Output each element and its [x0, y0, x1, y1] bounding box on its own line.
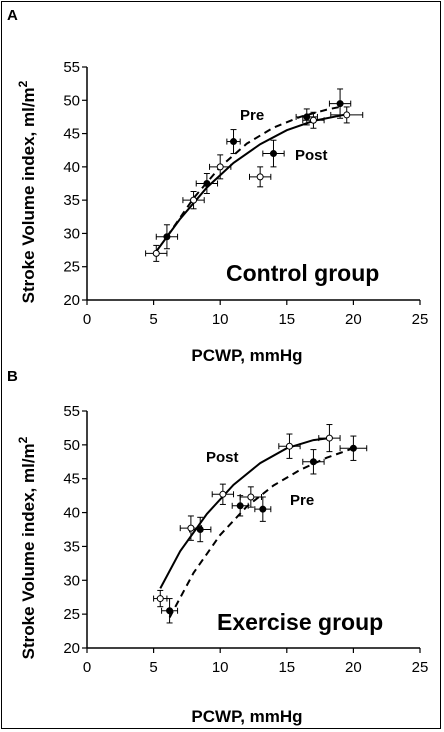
- series-label-pre: Pre: [240, 107, 264, 124]
- series-label-post: Post: [206, 449, 239, 466]
- y-axis-label-superscript: 2: [16, 436, 30, 443]
- point-pre: [303, 113, 311, 121]
- panel-a-letter: A: [7, 7, 18, 24]
- x-tick-label: 0: [83, 659, 91, 676]
- y-tick-label: 30: [63, 572, 80, 589]
- curve-pre: [166, 105, 341, 238]
- y-axis-label-superscript: 2: [16, 80, 30, 87]
- x-tick-label: 5: [149, 659, 157, 676]
- y-tick-label: 40: [63, 159, 80, 176]
- x-tick-label: 15: [278, 311, 295, 328]
- y-tick-label: 40: [63, 505, 80, 522]
- x-tick-label: 25: [412, 659, 429, 676]
- point-post: [219, 490, 227, 498]
- x-tick-label: 15: [278, 659, 295, 676]
- x-tick-label: 10: [212, 659, 229, 676]
- y-tick-label: 25: [63, 606, 80, 623]
- panel-b-letter: B: [7, 368, 18, 385]
- point-pre: [236, 502, 244, 510]
- point-post: [285, 442, 293, 450]
- x-tick-label: 5: [149, 311, 157, 328]
- plot-area: [82, 66, 421, 305]
- point-post: [152, 249, 160, 257]
- point-post: [256, 173, 264, 181]
- panel-a: A 20 25 30 35 40 45 50 55 0 5 10 15 20 25 PCWP, mmHg…: [7, 7, 428, 365]
- x-axis-label: PCWP, mmHg: [191, 707, 302, 726]
- point-post: [187, 524, 195, 532]
- y-axis-label: Stroke Volume index, ml/m2: [16, 80, 38, 303]
- x-tick-label: 25: [412, 311, 429, 328]
- plot-area: [82, 410, 421, 653]
- y-tick-label: 30: [63, 225, 80, 242]
- point-pre: [166, 607, 174, 615]
- point-post: [247, 493, 255, 501]
- y-tick-label: 50: [63, 437, 80, 454]
- y-tick-label: 20: [63, 640, 80, 657]
- curve-post: [159, 437, 330, 589]
- point-post: [325, 434, 333, 442]
- x-tick-labels: 0 5 10 15 20 25: [83, 659, 429, 676]
- x-tick-label: 20: [345, 659, 362, 676]
- point-pre: [336, 100, 344, 108]
- point-post: [343, 111, 351, 119]
- point-pre: [349, 444, 357, 452]
- y-tick-label: 35: [63, 192, 80, 209]
- curve-pre: [168, 447, 354, 618]
- y-tick-labels: 20 25 30 35 40 45 50 55: [63, 59, 80, 309]
- y-axis-label-main: Stroke Volume index, ml/m: [19, 87, 38, 303]
- point-pre: [259, 505, 267, 513]
- y-tick-label: 25: [63, 259, 80, 276]
- series-label-post: Post: [295, 147, 328, 164]
- curve-post: [155, 113, 347, 252]
- x-tick-label: 0: [83, 311, 91, 328]
- y-tick-label: 45: [63, 126, 80, 143]
- point-post: [309, 116, 317, 124]
- y-tick-label: 35: [63, 538, 80, 555]
- y-axis-label-main: Stroke Volume index, ml/m: [19, 443, 38, 659]
- point-pre: [269, 150, 277, 158]
- point-post: [190, 196, 198, 204]
- y-tick-label: 55: [63, 59, 80, 76]
- y-tick-label: 20: [63, 292, 80, 309]
- group-label: Exercise group: [217, 609, 383, 635]
- y-axis-label: Stroke Volume index, ml/m2: [16, 436, 38, 659]
- group-label: Control group: [226, 260, 379, 286]
- point-pre: [230, 138, 238, 146]
- y-tick-labels: 20 25 30 35 40 45 50 55: [63, 403, 80, 657]
- y-tick-label: 55: [63, 403, 80, 420]
- y-tick-label: 45: [63, 471, 80, 488]
- point-post: [216, 163, 224, 171]
- x-axis-label: PCWP, mmHg: [191, 346, 302, 365]
- y-tick-label: 50: [63, 92, 80, 109]
- series-label-pre: Pre: [290, 492, 314, 509]
- point-pre: [309, 458, 317, 466]
- x-tick-label: 20: [345, 311, 362, 328]
- x-tick-label: 10: [212, 311, 229, 328]
- point-post: [156, 595, 164, 603]
- panel-b: B 20 25 30 35 40 45 50 55 0 5 10 15 20 25 PCWP, mmHg…: [7, 368, 428, 726]
- x-tick-labels: 0 5 10 15 20 25: [83, 311, 429, 328]
